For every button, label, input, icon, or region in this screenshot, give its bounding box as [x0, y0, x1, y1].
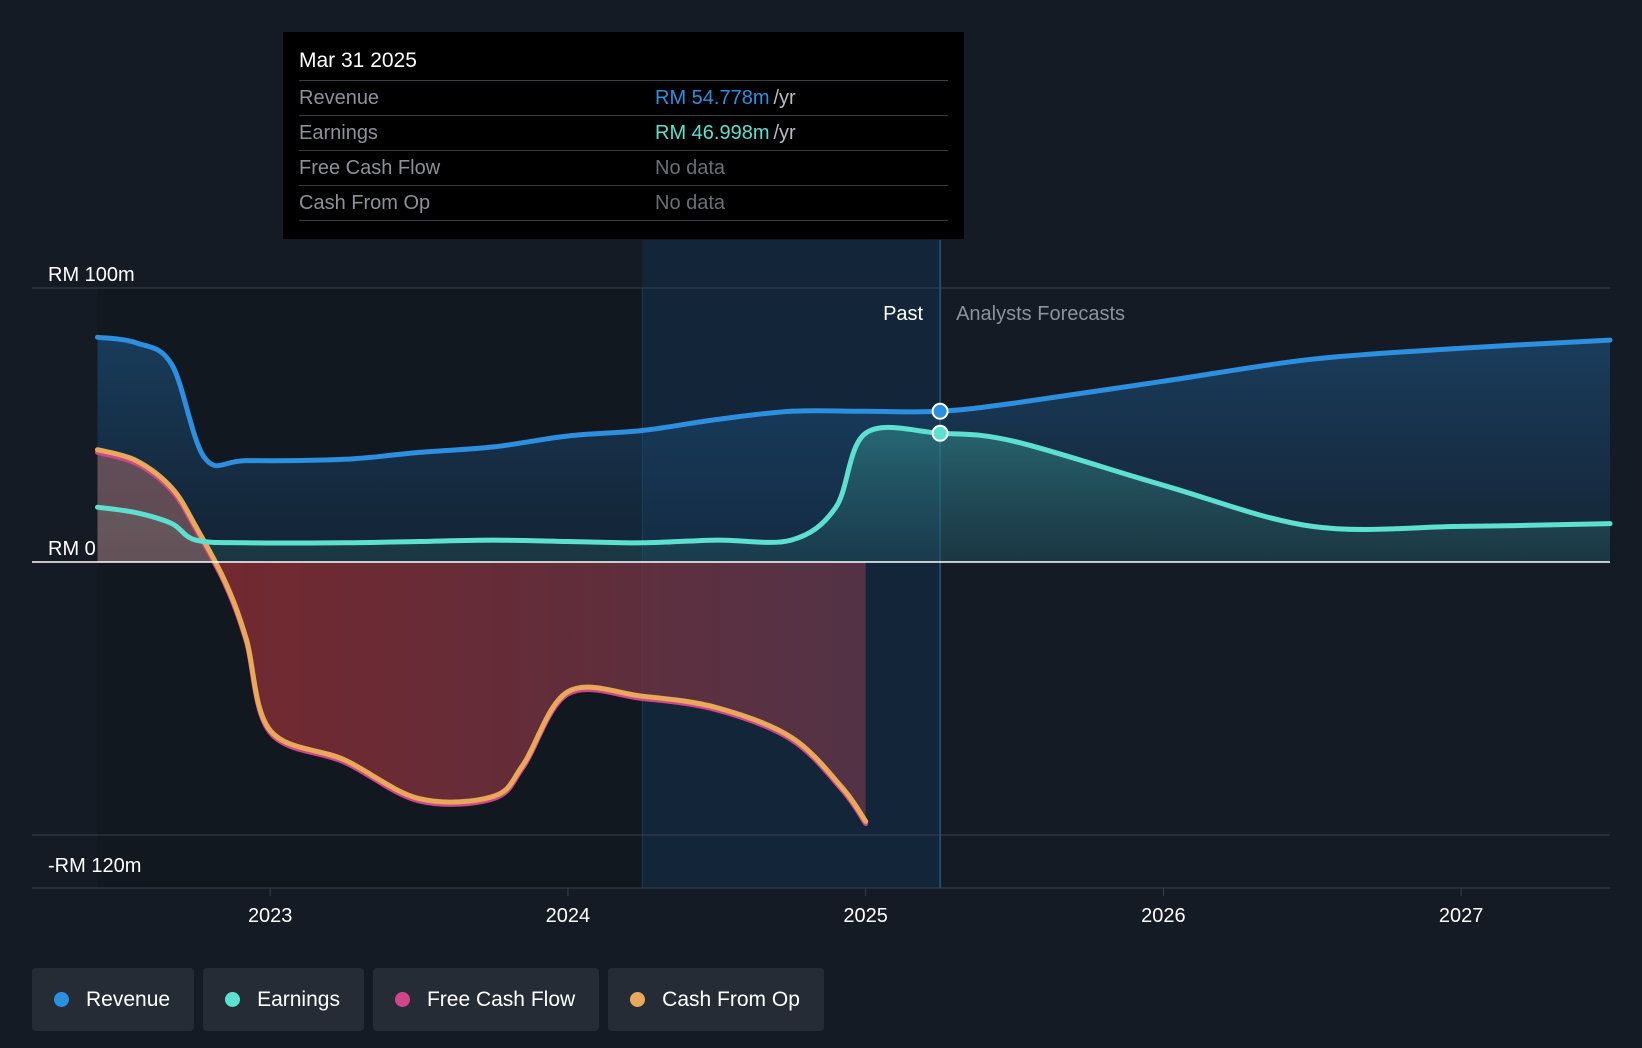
series-line-earnings: [95, 424, 1613, 546]
legend-item-earnings[interactable]: Earnings: [203, 968, 364, 1031]
legend-item-revenue[interactable]: Revenue: [32, 968, 195, 1031]
legend-item-free-cash-flow[interactable]: Free Cash Flow: [372, 968, 600, 1031]
tooltip-row-unit: /yr: [773, 87, 796, 109]
cash-positive-area: [97, 449, 866, 562]
highlight-marker-revenue: [931, 402, 949, 420]
y-axis-label: RM 0: [48, 538, 96, 560]
cash-negative-area: [97, 562, 866, 822]
tooltip-row-label: Revenue: [299, 87, 380, 109]
legend-dot-icon: [630, 992, 646, 1007]
tooltip-row: Revenue RM 54.778m/yr: [299, 80, 948, 115]
tooltip-row-label: Earnings: [299, 122, 378, 144]
legend-dot-icon: [225, 992, 241, 1007]
tooltip-row: Earnings RM 46.998m/yr: [299, 115, 948, 150]
legend: Revenue Earnings Free Cash Flow Cash From O…: [32, 968, 824, 1031]
y-axis-label: -RM 120m: [48, 855, 141, 877]
highlight-marker-earnings: [931, 424, 949, 442]
tooltip-date: Mar 31 2025: [299, 49, 417, 72]
legend-label: Earnings: [257, 987, 340, 1011]
tooltip-row: Free Cash Flow No data: [299, 150, 948, 185]
legend-dot-icon: [394, 992, 410, 1007]
tooltip-row-label: Cash From Op: [299, 192, 431, 214]
tooltip-row-label: Free Cash Flow: [299, 157, 441, 179]
tooltip-row-unit: /yr: [773, 122, 796, 144]
tooltip-rows: Revenue RM 54.778m/yr Earnings RM 46.998m/y…: [299, 80, 948, 221]
y-axis-label: RM 100m: [48, 264, 135, 286]
tooltip-row-value: No data: [655, 157, 726, 179]
legend-label: Cash From Op: [662, 987, 800, 1011]
x-tick-label: 2026: [1141, 905, 1186, 927]
x-tick-label: 2027: [1439, 905, 1484, 927]
legend-label: Free Cash Flow: [426, 987, 576, 1011]
series-line-revenue: [95, 334, 1613, 469]
tooltip-row-value: RM 54.778m/yr: [655, 87, 796, 109]
forecast-label: Analysts Forecasts: [956, 303, 1125, 325]
x-tick-label: 2023: [248, 905, 293, 927]
tooltip-row: Cash From Op No data: [299, 185, 948, 221]
axes: RM 100m RM 0 -RM 120m 2023 2024 2025 2026 2027 P…: [32, 264, 1610, 927]
x-tick-label: 2024: [546, 905, 591, 927]
past-label: Past: [883, 303, 923, 325]
legend-item-cash-from-op[interactable]: Cash From Op: [608, 968, 824, 1031]
series-lines: [95, 334, 1613, 827]
tooltip-row-value: RM 46.998m/yr: [655, 122, 796, 144]
legend-dot-icon: [54, 992, 69, 1007]
legend-label: Revenue: [86, 987, 171, 1011]
x-tick-label: 2025: [843, 905, 888, 927]
earnings-area: [97, 427, 1610, 562]
tooltip-row-value: No data: [655, 192, 726, 214]
series-line-cash-from-op: [95, 447, 869, 824]
tooltip: Mar 31 2025 Revenue RM 54.778m/yr Earnings…: [283, 32, 964, 239]
